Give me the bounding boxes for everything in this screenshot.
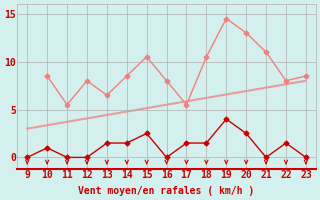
X-axis label: Vent moyen/en rafales ( km/h ): Vent moyen/en rafales ( km/h ) (78, 186, 255, 196)
